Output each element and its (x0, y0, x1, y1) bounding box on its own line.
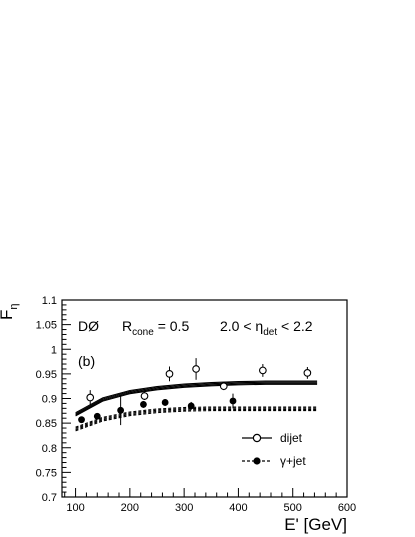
marker-gamma-jet (78, 416, 85, 424)
y-axis-title-sub: η (8, 303, 20, 309)
fit-curves (75, 380, 318, 432)
x-axis: 100 200 300 400 500 600 (64, 488, 356, 514)
x-tick-label: 600 (338, 502, 356, 514)
x-tick-label: 300 (175, 502, 193, 514)
x-axis-title: E' [GeV] (284, 515, 347, 534)
data-point-dijet (219, 382, 228, 391)
y-tick-label: 0.8 (42, 443, 57, 455)
gamma-jet-fit-curve (75, 407, 318, 429)
dijet-fit-curve (75, 383, 318, 417)
cone-radius-label: Rcone = 0.5 (122, 318, 189, 338)
marker-gamma-jet (140, 401, 147, 408)
y-axis-title: Fη (0, 303, 20, 320)
gamma-jet-fit-curve (75, 410, 318, 432)
legend-label-dijet: dijet (280, 431, 303, 445)
y-tick-label: 1.05 (36, 320, 57, 332)
data-point-gamma-jet (93, 412, 101, 420)
gamma-jet-fit-curve (75, 406, 318, 428)
legend: dijet γ+jet (242, 431, 306, 468)
data-point-gamma-jet (161, 398, 169, 406)
data-point-gamma-jet (187, 401, 195, 410)
data-point-dijet (165, 366, 174, 382)
marker-gamma-jet (187, 402, 195, 410)
eta-range-subscript: det (263, 327, 277, 338)
y-tick-label: 0.75 (36, 467, 57, 479)
data-point-dijet (259, 364, 267, 377)
marker-gamma-jet (229, 397, 237, 405)
data-point-gamma-jet (78, 416, 85, 424)
data-point-dijet (86, 390, 95, 405)
y-tick-label: 1 (51, 344, 57, 356)
marker-dijet (303, 369, 312, 377)
legend-marker-gamma-jet (253, 457, 261, 465)
panel-label: (b) (78, 353, 95, 369)
data-point-dijet (303, 366, 312, 379)
dijet-fit-curve (75, 380, 318, 414)
data-point-gamma-jet (117, 395, 125, 426)
dijet-fit-curve (75, 381, 318, 415)
legend-item-dijet: dijet (242, 431, 303, 445)
data-points (78, 358, 312, 426)
marker-dijet (192, 365, 200, 373)
gamma-jet-fit-curve (75, 408, 318, 431)
data-point-dijet (192, 358, 200, 380)
x-tick-label: 100 (66, 502, 84, 514)
legend-marker-dijet (252, 433, 262, 443)
x-tick-label: 500 (284, 502, 302, 514)
legend-item-gamma-jet: γ+jet (242, 454, 306, 468)
marker-gamma-jet (93, 412, 101, 420)
y-tick-label: 0.95 (36, 369, 57, 381)
experiment-label: DØ (78, 318, 99, 334)
y-axis: 0.7 0.75 0.8 0.85 0.9 0.95 1 1.05 1.1 (36, 295, 71, 504)
marker-dijet (219, 382, 228, 391)
eta-range-left: 2.0 < η (220, 318, 263, 334)
y-tick-label: 0.85 (36, 418, 57, 430)
x-tick-label: 200 (121, 502, 139, 514)
cone-radius-subscript: cone (132, 327, 154, 338)
marker-dijet (165, 370, 174, 378)
cone-radius-symbol: R (122, 318, 132, 334)
data-point-dijet (140, 392, 149, 400)
y-axis-title-main: F (0, 310, 16, 320)
eta-range-right: < 2.2 (277, 318, 313, 334)
marker-gamma-jet (117, 406, 125, 414)
marker-dijet (259, 366, 267, 375)
dijet-fit-curve (75, 382, 318, 416)
marker-dijet (86, 393, 95, 402)
y-tick-label: 0.7 (42, 492, 57, 504)
legend-label-gamma-jet: γ+jet (280, 454, 306, 468)
y-tick-label: 0.9 (42, 394, 57, 406)
marker-dijet (140, 392, 149, 400)
data-point-gamma-jet (140, 400, 147, 408)
y-tick-label: 1.1 (42, 295, 57, 307)
x-tick-label: 400 (229, 502, 247, 514)
eta-range-label: 2.0 < ηdet < 2.2 (220, 318, 313, 338)
marker-gamma-jet (161, 399, 169, 406)
cone-radius-value: = 0.5 (154, 318, 190, 334)
data-point-gamma-jet (229, 393, 237, 409)
